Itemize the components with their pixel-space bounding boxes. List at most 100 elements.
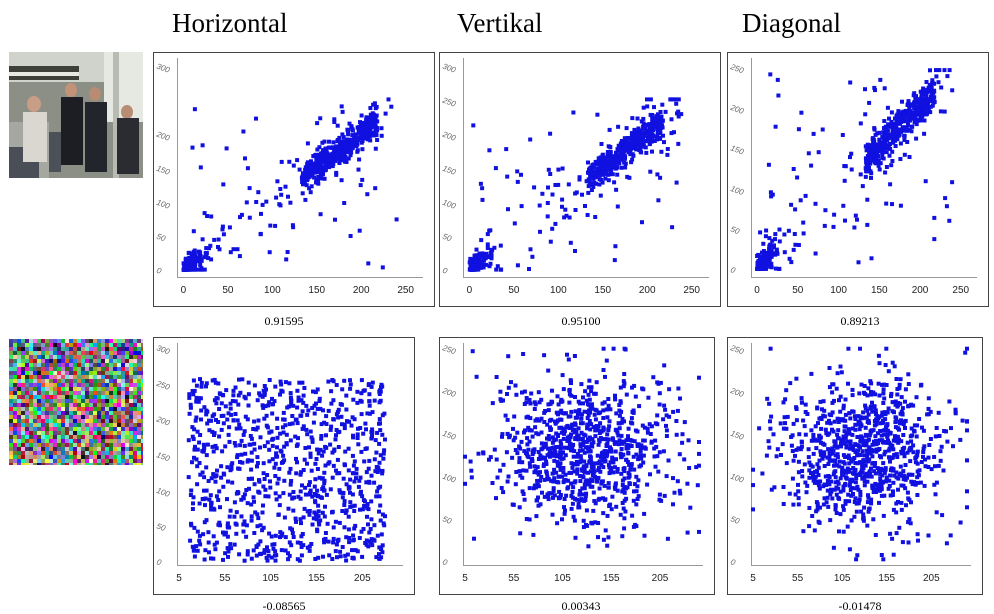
scatter-point [313, 152, 318, 157]
scatter-point [319, 434, 324, 438]
scatter-point [609, 449, 614, 454]
scatter-point [334, 542, 339, 547]
scatter-point [369, 537, 374, 542]
scatter-point [319, 436, 324, 441]
scatter-point [309, 542, 314, 546]
scatter-point [544, 462, 549, 466]
scatter-point [523, 428, 527, 433]
scatter-point [914, 122, 919, 127]
scatter-point [632, 127, 637, 132]
scatter-point [896, 440, 901, 445]
scatter-point [369, 436, 374, 441]
scatter-point [189, 521, 193, 526]
scatter-point [310, 439, 315, 444]
scatter-point [844, 445, 849, 450]
scatter-point [198, 165, 203, 170]
scatter-point [921, 90, 926, 95]
scatter-point [580, 192, 584, 197]
scatter-point [252, 441, 257, 446]
scatter-point [824, 483, 828, 487]
scatter-point [820, 127, 825, 132]
scatter-point [338, 402, 343, 407]
scatter-point [190, 145, 195, 150]
scatter-point [645, 104, 650, 109]
scatter-point [868, 471, 872, 476]
scatter-point [825, 455, 830, 460]
scatter-point [886, 486, 891, 491]
scatter-point [620, 440, 624, 445]
scatter-point [303, 485, 308, 490]
scatter-point [578, 498, 583, 503]
scatter-point [275, 179, 280, 184]
scatter-point [803, 480, 808, 485]
scatter-point [917, 109, 922, 114]
scatter-point [227, 439, 232, 444]
scatter-point [562, 497, 567, 501]
scatter-point [514, 470, 519, 474]
scatter-point [643, 122, 648, 127]
scatter-point [773, 266, 778, 271]
scatter-point [573, 479, 578, 484]
scatter-point [853, 427, 858, 432]
scatter-point [863, 473, 868, 478]
scatter-point [247, 486, 251, 491]
scatter-point [889, 124, 894, 129]
scatter-point [857, 435, 862, 439]
scatter-point [218, 505, 222, 510]
scatter-point [538, 455, 543, 460]
scatter-point [368, 106, 373, 110]
scatter-point [635, 116, 640, 121]
scatter-point [865, 197, 870, 202]
scatter-point [849, 486, 854, 490]
scatter-point [649, 424, 654, 429]
scatter-point [652, 139, 657, 143]
scatter-point [637, 128, 642, 133]
scatter-point [950, 180, 955, 185]
scatter-point [325, 521, 330, 526]
scatter-point [566, 439, 570, 443]
scatter-point [811, 472, 816, 477]
scatter-point [312, 492, 317, 496]
scatter-point [883, 467, 888, 472]
x-tick-label: 105 [262, 573, 279, 584]
scatter-point [588, 427, 593, 432]
scatter-point [252, 447, 257, 452]
scatter-point [897, 525, 902, 530]
scatter-point [632, 489, 636, 494]
scatter-point [573, 208, 578, 212]
scatter-point [375, 128, 380, 133]
scatter-point [371, 114, 376, 119]
scatter-point [921, 86, 926, 91]
scatter-point [697, 463, 701, 468]
scatter-point [350, 471, 355, 476]
scatter-point [312, 411, 317, 416]
scatter-point [649, 136, 654, 141]
scatter-point [837, 529, 841, 534]
scatter-point [848, 155, 852, 160]
scatter-point [229, 546, 234, 551]
scatter-point [863, 463, 868, 468]
scatter-point [210, 378, 215, 383]
scatter-point [607, 160, 612, 165]
scatter-point [220, 449, 225, 454]
scatter-point [873, 159, 878, 164]
scatter-point [191, 495, 196, 500]
scatter-point [333, 153, 338, 158]
scatter-point [559, 430, 564, 435]
scatter-point [880, 155, 885, 160]
scatter-point [647, 138, 652, 143]
scatter-point [495, 264, 500, 269]
scatter-point [826, 462, 831, 466]
scatter-point [231, 388, 236, 393]
scatter-point [524, 396, 529, 400]
scatter-point [262, 384, 267, 388]
scatter-point [380, 432, 385, 437]
scatter-point [213, 443, 218, 448]
scatter-point [347, 536, 352, 540]
scatter-point [873, 132, 878, 137]
scatter-point [599, 454, 603, 459]
scatter-point [605, 441, 610, 446]
scatter-point [843, 501, 848, 506]
scatter-point [501, 462, 506, 467]
scatter-point [623, 509, 628, 514]
